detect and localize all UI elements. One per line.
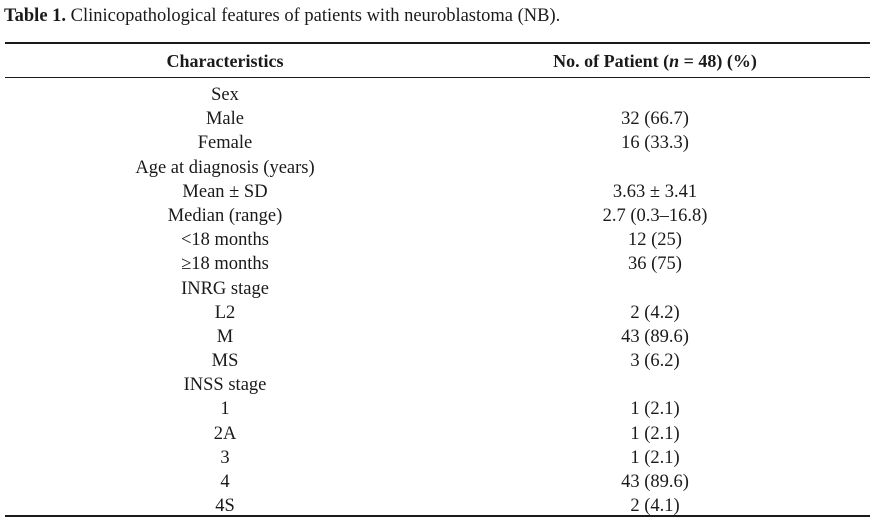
patient-count-cell: 2 (4.1) bbox=[630, 496, 680, 517]
patient-count-cell: 1 (2.1) bbox=[630, 423, 680, 444]
patient-count-cell: 12 (25) bbox=[628, 230, 682, 251]
patient-count-cell: 36 (75) bbox=[628, 254, 682, 275]
table-caption-label: Table 1. bbox=[4, 6, 67, 26]
characteristic-cell: Median (range) bbox=[167, 205, 283, 226]
table-row: INSS stage bbox=[5, 373, 870, 397]
table-row: Age at diagnosis (years) bbox=[5, 156, 870, 180]
table-header-rule bbox=[5, 77, 870, 78]
patient-count-cell: 3 (6.2) bbox=[630, 351, 680, 372]
patient-count-cell: 43 (89.6) bbox=[621, 472, 689, 492]
table-row: 4S 2 (4.1) bbox=[5, 494, 870, 518]
characteristic-cell: Age at diagnosis (years) bbox=[135, 157, 315, 178]
table-row: MS 3 (6.2) bbox=[5, 349, 870, 373]
table-row: Sex bbox=[5, 83, 870, 107]
characteristic-cell: Male bbox=[205, 109, 244, 130]
characteristic-cell: M bbox=[216, 326, 234, 347]
characteristic-cell: Female bbox=[197, 133, 253, 154]
header-patients: No. of Patient (n = 48) (%) bbox=[505, 48, 805, 74]
table-caption: Table 1. Clinicopathological features of… bbox=[4, 4, 560, 28]
patient-count-cell: 43 (89.6) bbox=[621, 326, 689, 347]
characteristic-cell: 3 bbox=[220, 447, 230, 468]
table-header-row: Characteristics No. of Patient (n = 48) … bbox=[5, 48, 870, 74]
characteristic-cell: Mean ± SD bbox=[182, 181, 268, 202]
patient-count-cell: 16 (33.3) bbox=[621, 133, 689, 154]
table-row: M 43 (89.6) bbox=[5, 325, 870, 349]
characteristic-cell: MS bbox=[211, 351, 239, 372]
table-row: 2A 1 (2.1) bbox=[5, 422, 870, 446]
table-body: Sex Male 32 (66.7) Female 16 (33.3) Age at di… bbox=[5, 83, 870, 518]
patient-count-cell: 1 (2.1) bbox=[630, 399, 680, 420]
characteristic-cell: 2A bbox=[213, 423, 237, 444]
table-row: ≥18 months 36 (75) bbox=[5, 252, 870, 276]
table-row: Median (range) 2.7 (0.3–16.8) bbox=[5, 204, 870, 228]
table-row: 1 1 (2.1) bbox=[5, 397, 870, 421]
characteristic-cell: 4 bbox=[220, 472, 230, 492]
patient-count-cell: 2 (4.2) bbox=[630, 302, 680, 323]
table-caption-text: Clinicopathological features of patients… bbox=[70, 6, 561, 26]
table-row: L2 2 (4.2) bbox=[5, 301, 870, 325]
characteristic-cell: ≥18 months bbox=[181, 254, 269, 275]
characteristic-cell: INRG stage bbox=[181, 278, 269, 299]
table-row: 4 43 (89.6) bbox=[5, 470, 870, 494]
table-bottom-rule bbox=[5, 515, 870, 517]
patient-count-cell: 32 (66.7) bbox=[621, 109, 689, 130]
characteristic-cell: L2 bbox=[214, 302, 236, 323]
table-row: INRG stage bbox=[5, 277, 870, 301]
table-row: Male 32 (66.7) bbox=[5, 107, 870, 131]
table-row: Mean ± SD 3.63 ± 3.41 bbox=[5, 180, 870, 204]
table-row: Female 16 (33.3) bbox=[5, 131, 870, 155]
characteristic-cell: <18 months bbox=[180, 230, 270, 251]
characteristic-cell: Sex bbox=[211, 85, 239, 105]
table-top-rule bbox=[5, 42, 870, 44]
table-row: 3 1 (2.1) bbox=[5, 446, 870, 470]
patient-count-cell: 3.63 ± 3.41 bbox=[612, 181, 698, 202]
patient-count-cell: 2.7 (0.3–16.8) bbox=[602, 205, 708, 226]
header-patients-suffix: = 48) (%) bbox=[679, 51, 757, 71]
patient-count-cell: 1 (2.1) bbox=[630, 447, 680, 468]
header-characteristics: Characteristics bbox=[166, 51, 284, 71]
header-patients-prefix: No. of Patient ( bbox=[553, 51, 670, 71]
header-patients-n: n bbox=[669, 51, 680, 71]
characteristic-cell: 1 bbox=[220, 399, 230, 420]
characteristic-cell: INSS stage bbox=[183, 375, 267, 396]
table-row: <18 months 12 (25) bbox=[5, 228, 870, 252]
characteristic-cell: 4S bbox=[215, 496, 235, 517]
